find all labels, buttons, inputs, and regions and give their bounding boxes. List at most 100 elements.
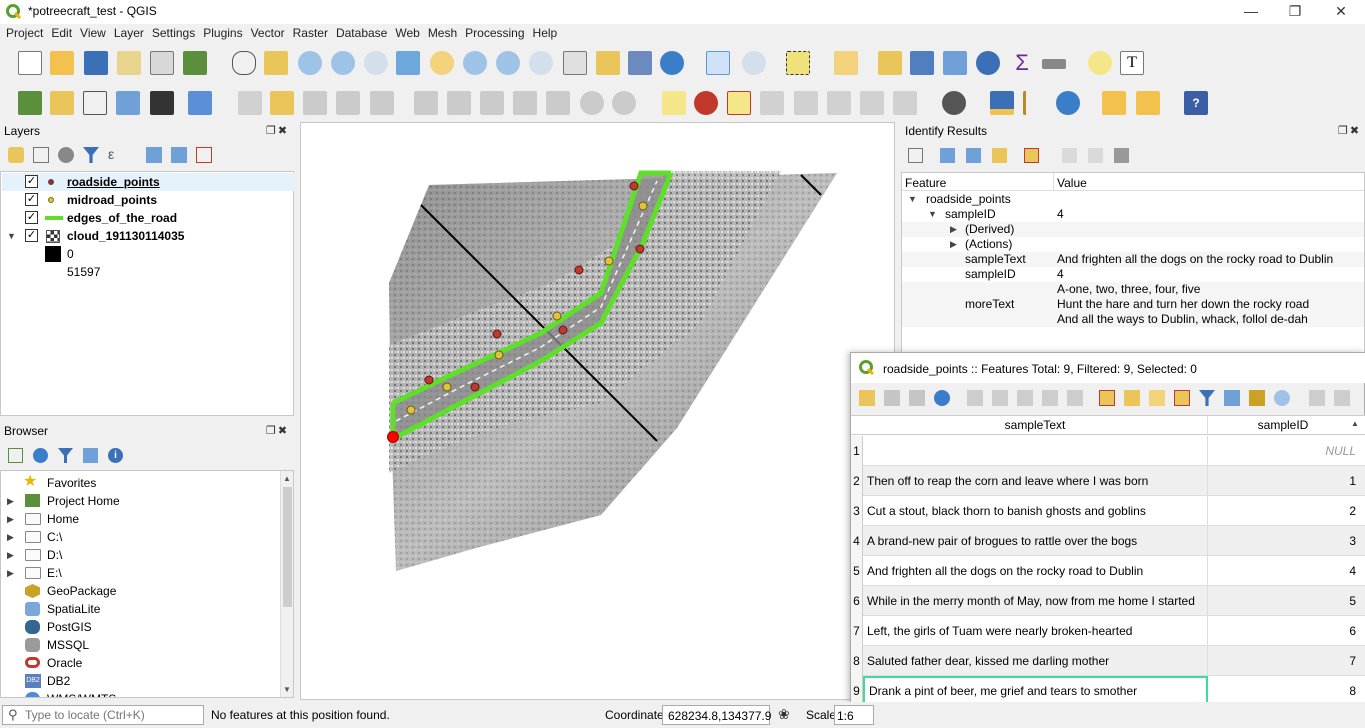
add-point-cloud-icon[interactable] — [188, 91, 212, 115]
row-number[interactable]: 3 — [851, 496, 863, 526]
pan-to-selection-icon[interactable] — [264, 51, 288, 75]
3d-map-view-icon[interactable] — [942, 91, 966, 115]
column-header-sampletext[interactable]: sampleText — [863, 416, 1208, 435]
zoom-to-selected-icon[interactable] — [1274, 390, 1290, 406]
browser-item-mssql[interactable]: MSSQL — [1, 636, 279, 654]
identify-form-icon[interactable] — [908, 148, 923, 163]
identify-actions-row[interactable]: ▶ (Actions) — [902, 237, 1364, 252]
row-number[interactable]: 9 — [851, 676, 863, 703]
expand-arrow-icon[interactable]: ▶ — [7, 568, 14, 578]
menu-mesh[interactable]: Mesh — [427, 26, 458, 40]
row-number[interactable]: 7 — [851, 616, 863, 646]
collapse-tree-icon[interactable] — [966, 148, 981, 163]
highlight-pinned-labels-icon[interactable] — [727, 91, 751, 115]
zoom-in-icon[interactable] — [298, 51, 322, 75]
reload-plugin-icon[interactable] — [1056, 91, 1080, 115]
move-label-icon[interactable] — [827, 91, 851, 115]
menu-settings[interactable]: Settings — [151, 26, 196, 40]
add-selected-layers-icon[interactable] — [8, 448, 23, 463]
browser-item-e-drive[interactable]: ▶ E:\ — [1, 564, 279, 582]
identify-field-row[interactable]: sampleID 4 — [902, 267, 1364, 282]
cell-sampleid[interactable]: 3 — [1349, 534, 1356, 548]
manage-visibility-icon[interactable] — [58, 147, 74, 163]
statistical-summary-icon[interactable] — [943, 51, 967, 75]
cell-sampleid[interactable]: 5 — [1349, 594, 1356, 608]
browser-item-geopackage[interactable]: GeoPackage — [1, 582, 279, 600]
table-row[interactable]: 2 Then off to reap the corn and leave whe… — [851, 466, 1365, 496]
expand-arrow-icon[interactable]: ▶ — [7, 532, 14, 542]
pan-map-icon[interactable] — [232, 51, 256, 75]
print-response-icon[interactable] — [1088, 148, 1103, 163]
minimize-button[interactable]: — — [1244, 3, 1258, 19]
restore-button[interactable]: ❐ — [1288, 3, 1302, 19]
save-edits-icon[interactable] — [303, 91, 327, 115]
identify-field-row[interactable]: sampleText And frighten all the dogs on … — [902, 252, 1364, 267]
plugin-two-icon[interactable] — [1136, 91, 1160, 115]
deselect-icon[interactable] — [1174, 390, 1190, 406]
collapse-arrow-icon[interactable]: ▼ — [908, 194, 917, 204]
layer-row-cloud[interactable]: ▼ ✓ cloud_191130114035 — [1, 227, 291, 245]
text-annotation-icon[interactable]: T — [1120, 51, 1144, 75]
new-shapefile-layer-icon[interactable] — [83, 91, 107, 115]
row-number[interactable]: 5 — [851, 556, 863, 586]
expand-arrow-icon[interactable]: ▶ — [950, 239, 957, 249]
menu-view[interactable]: View — [80, 26, 106, 40]
scale-field[interactable]: 1:6 — [834, 705, 874, 725]
expand-new-results-icon[interactable] — [992, 148, 1007, 163]
identify-settings-icon[interactable] — [1114, 148, 1129, 163]
new-project-icon[interactable] — [18, 51, 42, 75]
menu-edit[interactable]: Edit — [51, 26, 73, 40]
layer-checkbox[interactable]: ✓ — [25, 229, 38, 242]
cell-sampletext[interactable]: A brand-new pair of brogues to rattle ov… — [863, 526, 1208, 556]
show-bookmarks-icon[interactable] — [628, 51, 652, 75]
save-table-edits-icon[interactable] — [909, 390, 925, 406]
cell-sampleid[interactable]: 1 — [1349, 474, 1356, 488]
layers-dock-buttons[interactable]: ❐✖ — [266, 125, 290, 137]
plugin-one-icon[interactable] — [1102, 91, 1126, 115]
pin-labels-icon[interactable] — [760, 91, 784, 115]
select-features-icon[interactable] — [786, 51, 810, 75]
row-number[interactable]: 1 — [851, 436, 863, 466]
copy-rows-icon[interactable] — [1042, 390, 1058, 406]
browser-item-db2[interactable]: DB2 DB2 — [1, 672, 279, 690]
expand-arrow-icon[interactable]: ▶ — [7, 496, 14, 506]
identify-feature-row[interactable]: ▼ sampleID 4 — [902, 207, 1364, 222]
browser-item-d-drive[interactable]: ▶ D:\ — [1, 546, 279, 564]
filter-legend-icon[interactable] — [83, 147, 99, 163]
expand-tree-icon[interactable] — [940, 148, 955, 163]
table-row[interactable]: 8 Saluted father dear, kissed me darling … — [851, 646, 1365, 676]
new-map-view-icon[interactable] — [563, 51, 587, 75]
menu-vector[interactable]: Vector — [250, 26, 285, 40]
table-row[interactable]: 7 Left, the girls of Tuam were nearly bro… — [851, 616, 1365, 646]
zoom-out-icon[interactable] — [331, 51, 355, 75]
filter-expression-icon[interactable]: ε — [108, 146, 115, 162]
row-number[interactable]: 4 — [851, 526, 863, 556]
processing-model-icon[interactable] — [1023, 91, 1047, 115]
new-bookmark-icon[interactable] — [596, 51, 620, 75]
expand-arrow-icon[interactable]: ▶ — [950, 224, 957, 234]
data-source-manager-icon[interactable] — [18, 91, 42, 115]
field-calculator-icon[interactable]: Σ — [1010, 51, 1034, 75]
cell-sampletext[interactable]: While in the merry month of May, now fro… — [863, 586, 1208, 616]
multi-edit-icon[interactable] — [884, 390, 900, 406]
select-by-expression-icon[interactable] — [1099, 390, 1115, 406]
filter-browser-icon[interactable] — [58, 448, 73, 463]
save-project-icon[interactable] — [84, 51, 108, 75]
menu-processing[interactable]: Processing — [465, 26, 525, 40]
sort-ascending-icon[interactable]: ▲ — [1351, 419, 1359, 428]
refresh-icon[interactable] — [660, 51, 684, 75]
close-window-button[interactable]: ✕ — [1335, 3, 1347, 19]
layer-checkbox[interactable]: ✓ — [25, 175, 38, 188]
toggle-editing-icon[interactable] — [270, 91, 294, 115]
paste-rows-icon[interactable] — [1067, 390, 1083, 406]
cell-sampleid[interactable]: NULL — [1325, 444, 1356, 458]
cell-sampleid[interactable]: 8 — [1349, 684, 1356, 698]
zoom-to-selection-icon[interactable] — [430, 51, 454, 75]
coordinate-field[interactable]: 628234.8,134377.9 — [662, 705, 771, 725]
identify-dock-buttons[interactable]: ❐✖ — [1338, 125, 1362, 137]
collapse-browser-icon[interactable] — [83, 448, 98, 463]
cell-sampletext[interactable]: Saluted father dear, kissed me darling m… — [863, 646, 1208, 676]
expand-all-icon[interactable] — [146, 147, 162, 163]
browser-item-oracle[interactable]: Oracle — [1, 654, 279, 672]
browser-dock-buttons[interactable]: ❐✖ — [266, 425, 290, 437]
